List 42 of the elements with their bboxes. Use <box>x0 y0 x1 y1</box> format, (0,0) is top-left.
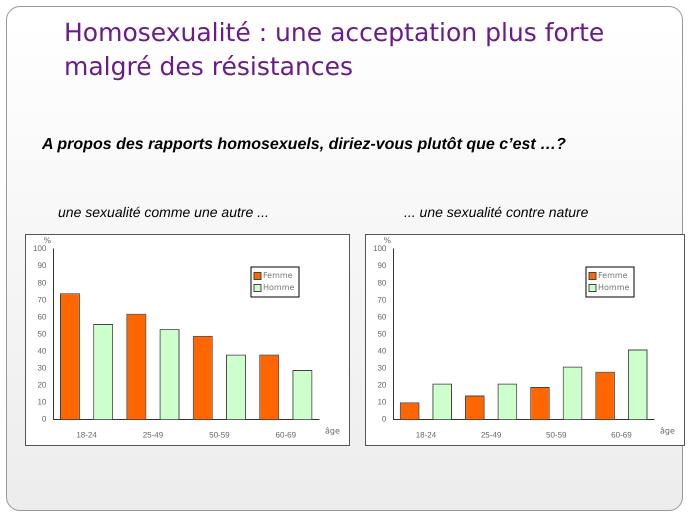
y-tick-label: 30 <box>377 363 387 372</box>
y-tick-label: 40 <box>37 346 47 356</box>
text: Homosexualité : une acceptation plus forte malgré des résistances <box>64 17 606 83</box>
x-tick-label: 60-69 <box>611 430 632 440</box>
y-tick-label: 20 <box>37 380 47 390</box>
x-axis-title: âge <box>325 426 340 436</box>
x-axis-title: âge <box>660 426 675 436</box>
y-tick-label: 30 <box>37 363 47 372</box>
y-tick-label: 20 <box>377 380 387 390</box>
y-tick-label: 70 <box>37 295 47 304</box>
y-tick-label: 90 <box>37 261 47 270</box>
y-tick-label: 0 <box>382 414 387 424</box>
y-tick-label: 100 <box>32 244 47 254</box>
y-tick-label: 10 <box>377 398 387 407</box>
chart-title: une sexualité comme une autre ... <box>58 204 269 220</box>
y-tick-label: 60 <box>377 312 387 322</box>
y-tick-label: 0 <box>42 414 47 424</box>
y-axis-title: % <box>384 236 392 245</box>
y-tick-label: 70 <box>377 295 387 304</box>
x-tick-label: 50-59 <box>546 430 568 440</box>
y-axis-title: % <box>44 236 52 245</box>
y-tick-label: 50 <box>377 329 387 338</box>
y-tick-label: 80 <box>377 278 387 288</box>
y-tick-label: 80 <box>37 278 47 288</box>
legend-label: Femme <box>598 271 628 280</box>
x-tick-label: 18-24 <box>416 430 437 440</box>
y-tick-label: 100 <box>372 244 387 254</box>
y-tick-label: 50 <box>37 329 47 338</box>
text: A propos des rapports homosexuels, diriez-vous plutôt que c’est …? <box>42 135 567 155</box>
legend-label: Homme <box>263 283 294 292</box>
x-tick-label: 50-59 <box>209 430 230 440</box>
legend-label: Homme <box>598 283 630 292</box>
x-tick-label: 25-49 <box>480 430 502 440</box>
y-tick-label: 60 <box>37 312 47 322</box>
x-tick-label: 25-49 <box>142 430 164 440</box>
x-tick-label: 60-69 <box>276 430 297 440</box>
y-tick-label: 10 <box>37 398 47 407</box>
y-tick-label: 90 <box>377 261 387 270</box>
x-tick-label: 18-24 <box>76 430 98 440</box>
legend-label: Femme <box>263 271 293 280</box>
chart-title: ... une sexualité contre nature <box>404 204 588 220</box>
y-tick-label: 40 <box>377 346 387 356</box>
